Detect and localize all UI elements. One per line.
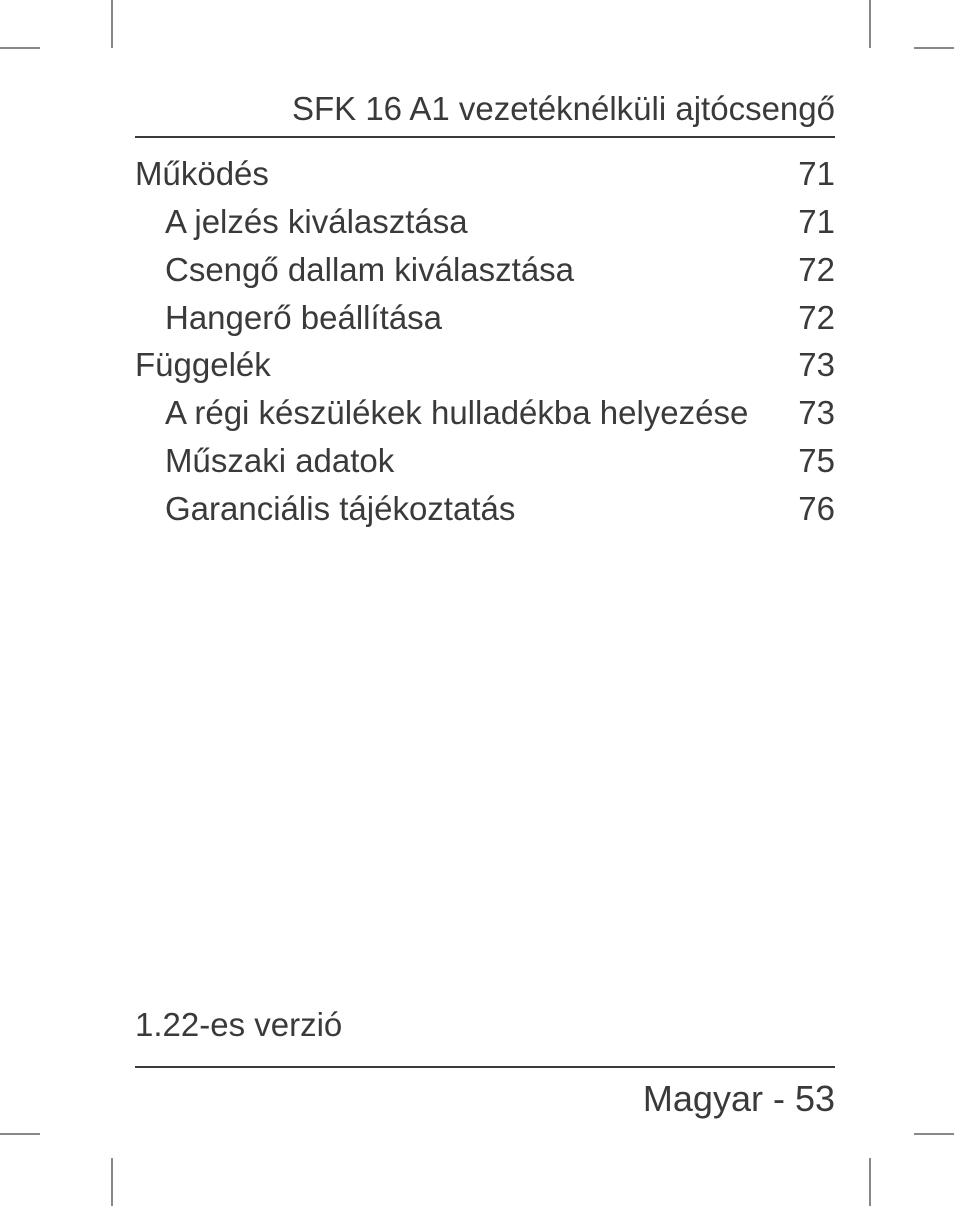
toc-label: A jelzés kiválasztása	[135, 198, 778, 246]
cropmark-bot-left-h	[0, 1133, 40, 1135]
toc-row: A jelzés kiválasztása 71	[135, 198, 835, 246]
toc-page-number: 73	[778, 389, 835, 437]
page-footer: Magyar - 53	[135, 1078, 835, 1120]
toc-label: A régi készülékek hulladékba helyezése	[135, 389, 778, 437]
toc-row: Csengő dallam kiválasztása 72	[135, 246, 835, 294]
footer-page-number: 53	[795, 1078, 835, 1119]
cropmark-bot-left-v	[111, 1158, 113, 1206]
cropmark-top-left-h	[0, 47, 40, 49]
spacer	[135, 533, 835, 1006]
cropmark-top-right-v	[869, 0, 871, 48]
toc-page-number: 76	[778, 485, 835, 533]
cropmark-bot-right-h	[914, 1133, 954, 1135]
toc-page-number: 71	[778, 150, 835, 198]
page-content: SFK 16 A1 vezetéknélküli ajtócsengő Műkö…	[135, 90, 835, 1120]
toc-row: Függelék 73	[135, 341, 835, 389]
toc-row: Hangerő beállítása 72	[135, 294, 835, 342]
footer-language: Magyar	[643, 1078, 763, 1119]
toc-label: Garanciális tájékoztatás	[135, 485, 778, 533]
toc-page-number: 73	[778, 341, 835, 389]
toc-page-number: 75	[778, 437, 835, 485]
toc-page-number: 72	[778, 294, 835, 342]
cropmark-bot-right-v	[869, 1158, 871, 1206]
toc-page-number: 72	[778, 246, 835, 294]
toc-label: Hangerő beállítása	[135, 294, 778, 342]
table-of-contents: Működés 71 A jelzés kiválasztása 71 Csen…	[135, 150, 835, 533]
toc-label: Csengő dallam kiválasztása	[135, 246, 778, 294]
toc-label: Függelék	[135, 341, 778, 389]
version-text: 1.22-es verzió	[135, 1006, 835, 1068]
toc-page-number: 71	[778, 198, 835, 246]
cropmark-top-right-h	[914, 47, 954, 49]
toc-label: Műszaki adatok	[135, 437, 778, 485]
document-title: SFK 16 A1 vezetéknélküli ajtócsengő	[135, 90, 835, 138]
toc-row: Műszaki adatok 75	[135, 437, 835, 485]
toc-label: Működés	[135, 150, 778, 198]
toc-row: A régi készülékek hulladékba helyezése 7…	[135, 389, 835, 437]
toc-row: Működés 71	[135, 150, 835, 198]
toc-row: Garanciális tájékoztatás 76	[135, 485, 835, 533]
cropmark-top-left-v	[111, 0, 113, 48]
footer-separator: -	[763, 1078, 795, 1119]
